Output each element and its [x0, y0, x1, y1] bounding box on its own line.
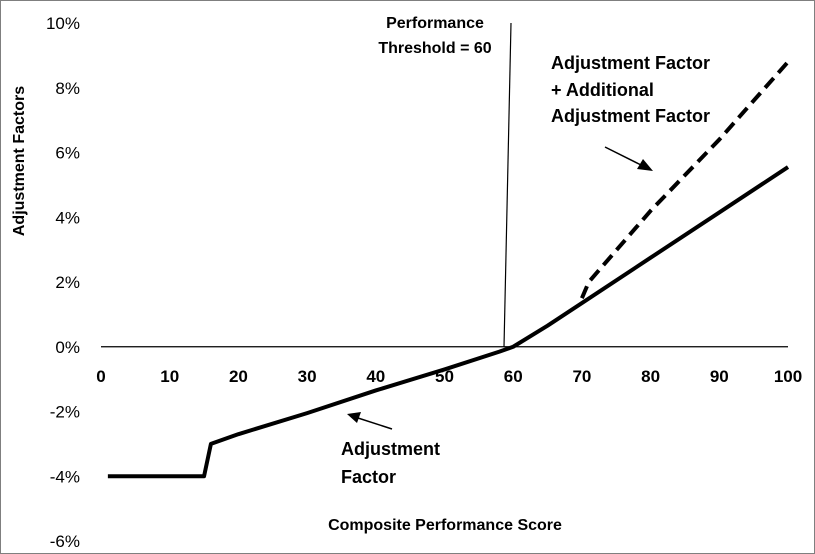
x-tick-label: 10 [160, 367, 179, 386]
y-axis-title: Adjustment Factors [11, 86, 28, 236]
x-tick-label: 20 [229, 367, 248, 386]
y-tick-label: 6% [55, 144, 80, 163]
threshold-label-line1: Performance [386, 15, 484, 32]
x-tick-label: 40 [366, 367, 385, 386]
dashed-series-arrow [604, 146, 653, 171]
y-tick-label: 0% [55, 338, 80, 357]
dashed-series-label-line1: Adjustment Factor [551, 53, 710, 73]
y-tick-label: 4% [55, 208, 80, 227]
y-tick-label: 2% [55, 273, 80, 292]
solid-series-arrow [347, 412, 393, 430]
y-tick-labels: 10% 8% 6% 4% 2% 0% -2% -4% -6% [46, 14, 80, 551]
threshold-label-line2: Threshold = 60 [378, 40, 491, 57]
x-tick-label: 90 [710, 367, 729, 386]
x-tick-label: 0 [96, 367, 105, 386]
threshold-pointer-line [503, 22, 512, 348]
dashed-series-label-line2: + Additional [551, 80, 654, 100]
dashed-series-label-line3: Adjustment Factor [551, 106, 710, 126]
y-tick-label: -2% [50, 403, 80, 422]
x-tick-label: 80 [641, 367, 660, 386]
series-line-adjustment-plus-additional [580, 60, 790, 299]
x-tick-label: 60 [504, 367, 523, 386]
y-tick-label: -6% [50, 532, 80, 551]
y-tick-label: -4% [50, 467, 80, 486]
x-tick-label: 30 [298, 367, 317, 386]
series-line-adjustment-factor [107, 165, 790, 479]
y-tick-label: 10% [46, 14, 80, 33]
solid-series-label-line2: Factor [341, 467, 396, 487]
series-group [107, 60, 790, 479]
x-axis-title: Composite Performance Score [328, 517, 562, 534]
x-tick-label: 100 [774, 367, 802, 386]
solid-series-label-line1: Adjustment [341, 439, 440, 459]
y-tick-label: 8% [55, 79, 80, 98]
x-tick-label: 70 [572, 367, 591, 386]
x-tick-labels: 0 10 20 30 40 50 60 70 80 90 100 [96, 367, 802, 386]
